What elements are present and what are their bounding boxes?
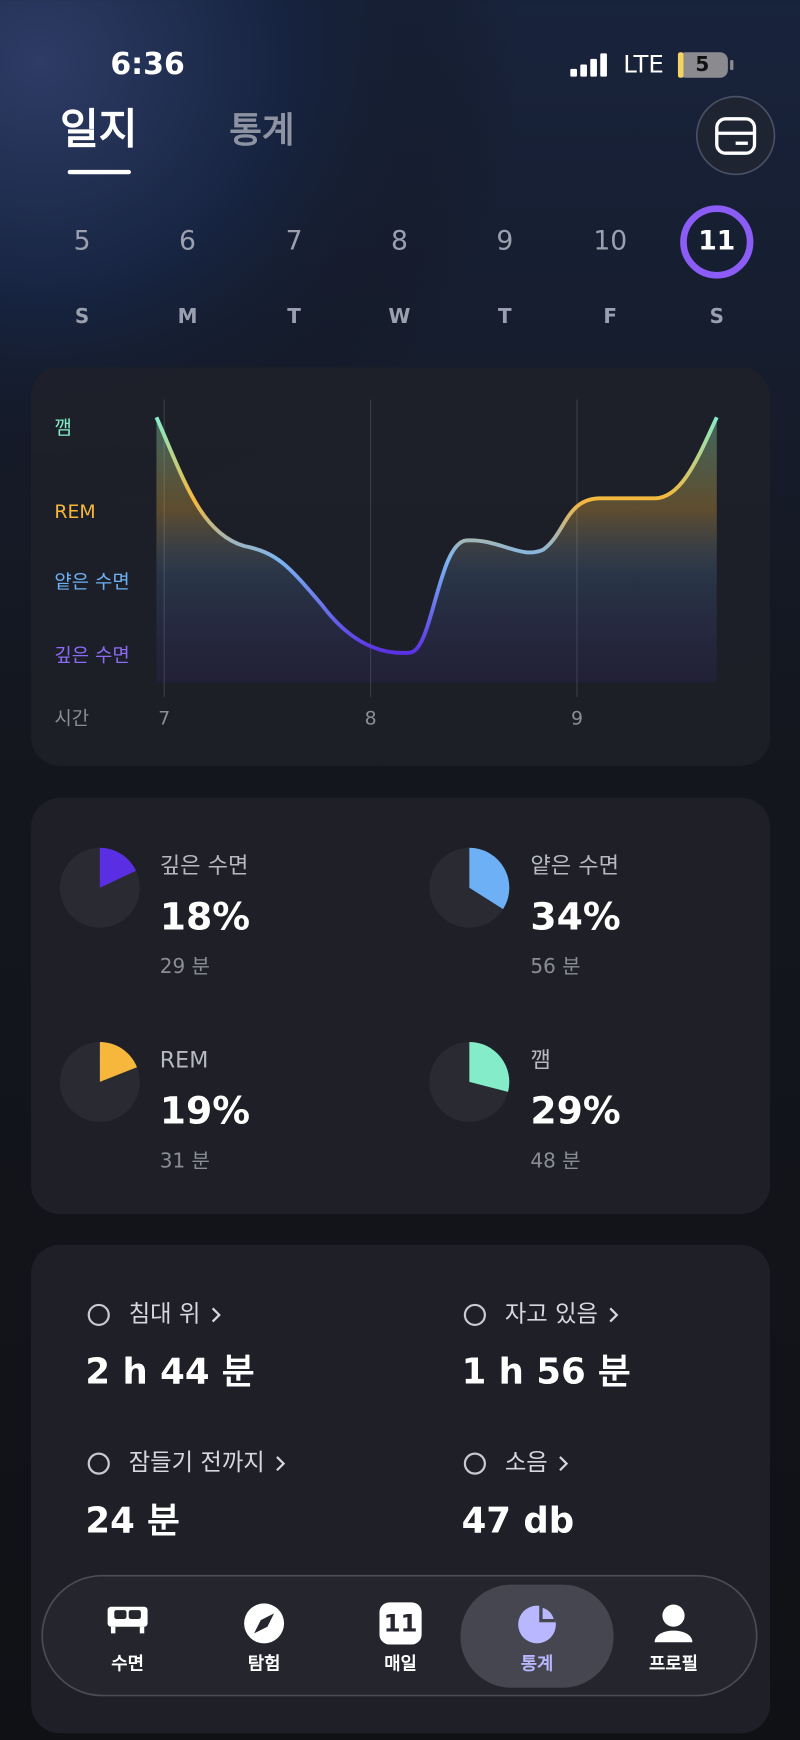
pie-wedge [469, 847, 510, 910]
stage-label: 얕은 수면 [54, 571, 129, 593]
hypnogram-line [154, 416, 719, 655]
stages-card [31, 797, 771, 1214]
stat-icon [463, 1303, 486, 1327]
stage-duration: 56 분 [530, 954, 580, 978]
chevron[interactable] [609, 1307, 619, 1323]
day-number: 11 [698, 225, 735, 256]
stage-label: REM [54, 501, 95, 523]
hour-label: 9 [571, 708, 583, 730]
stage-name: 얕은 수면 [530, 853, 619, 879]
nav-label: 수면 [111, 1653, 144, 1674]
battery-level [677, 52, 684, 78]
hypnogram-area [156, 417, 717, 683]
hour-label: 7 [158, 708, 170, 730]
stat-value: 24 분 [85, 1500, 179, 1541]
daily-icon [379, 1602, 422, 1645]
nav-label: 매일 [384, 1653, 417, 1674]
profile-icon [654, 1604, 693, 1643]
day-number: 10 [593, 225, 627, 256]
nav-label: 통계 [521, 1653, 554, 1674]
stats-icon [518, 1605, 556, 1644]
nav-label: 탐험 [248, 1652, 281, 1674]
signal-icon [570, 53, 607, 77]
battery-text: 5 [695, 52, 709, 76]
week-strip: 5 S 6 M 7 T 8 W 9 T 10 F 11 S [74, 205, 754, 328]
stage-list: 깊은 수면 18% 29 분 얕은 수면 34% 56 분 REM 19% 31 분 깸 29% 48… [59, 847, 621, 1172]
nav-items: 11 수면 탐험 매일 통계 프로필 [107, 1602, 698, 1674]
stage-percent: 18% [160, 894, 250, 938]
battery-tip [730, 60, 734, 70]
stage-percent: 29% [530, 1088, 620, 1132]
chevron[interactable] [211, 1307, 221, 1323]
calendar-button[interactable] [695, 95, 776, 176]
daily-badge: 11 [384, 1609, 418, 1638]
stat-icon [87, 1452, 110, 1475]
stage-label: 깊은 수면 [54, 644, 129, 666]
weekday: M [178, 304, 198, 328]
stage-label: 깸 [54, 417, 71, 439]
compass-icon [244, 1603, 285, 1644]
selected-day-ring [680, 205, 754, 279]
stage-name: 깸 [530, 1047, 550, 1073]
day-number: 8 [391, 225, 408, 256]
pie-wedge [99, 1041, 138, 1082]
weekday: S [75, 304, 89, 328]
stat-icon [463, 1452, 486, 1475]
chevron[interactable] [276, 1456, 286, 1472]
pie-wedge [99, 847, 137, 888]
stat-value: 1 h 56 분 [462, 1352, 631, 1393]
stage-name: REM [160, 1047, 209, 1073]
calendar-icon [715, 117, 757, 155]
bed-icon [107, 1606, 148, 1634]
weekday: F [603, 304, 617, 328]
day-number: 7 [286, 225, 303, 256]
status-time: 6:36 [110, 47, 184, 82]
pie-wedge [469, 1041, 510, 1092]
weekday: S [710, 304, 724, 328]
stat-label: 자고 있음 [505, 1300, 598, 1327]
stat-icon [87, 1303, 110, 1327]
tab-underline [67, 169, 131, 175]
stat-value: 47 db [462, 1500, 575, 1541]
stage-duration: 29 분 [160, 954, 210, 978]
stage-percent: 34% [530, 894, 620, 938]
day-number: 5 [74, 225, 91, 256]
stage-duration: 31 분 [160, 1148, 210, 1172]
stat-label: 침대 위 [129, 1300, 201, 1327]
stage-name: 깊은 수면 [160, 853, 249, 879]
battery [677, 52, 728, 78]
stat-value: 2 h 44 분 [85, 1352, 254, 1393]
day-number: 9 [496, 225, 513, 256]
stage-duration: 48 분 [530, 1148, 580, 1172]
tab[interactable]: 통계 [229, 110, 294, 151]
weekday: T [498, 304, 512, 328]
stat-label: 소음 [505, 1449, 548, 1476]
day-number: 6 [179, 225, 196, 256]
chevron[interactable] [559, 1456, 569, 1472]
weekday: W [388, 304, 410, 328]
stage-percent: 19% [160, 1088, 250, 1132]
tab-active[interactable]: 일지 [60, 105, 138, 154]
stat-label: 잠들기 전까지 [129, 1449, 265, 1476]
nav-label: 프로필 [649, 1653, 698, 1674]
axis-label: 시간 [54, 708, 89, 730]
hour-label: 8 [365, 708, 377, 730]
network: LTE [623, 50, 664, 79]
weekday: T [287, 304, 301, 328]
